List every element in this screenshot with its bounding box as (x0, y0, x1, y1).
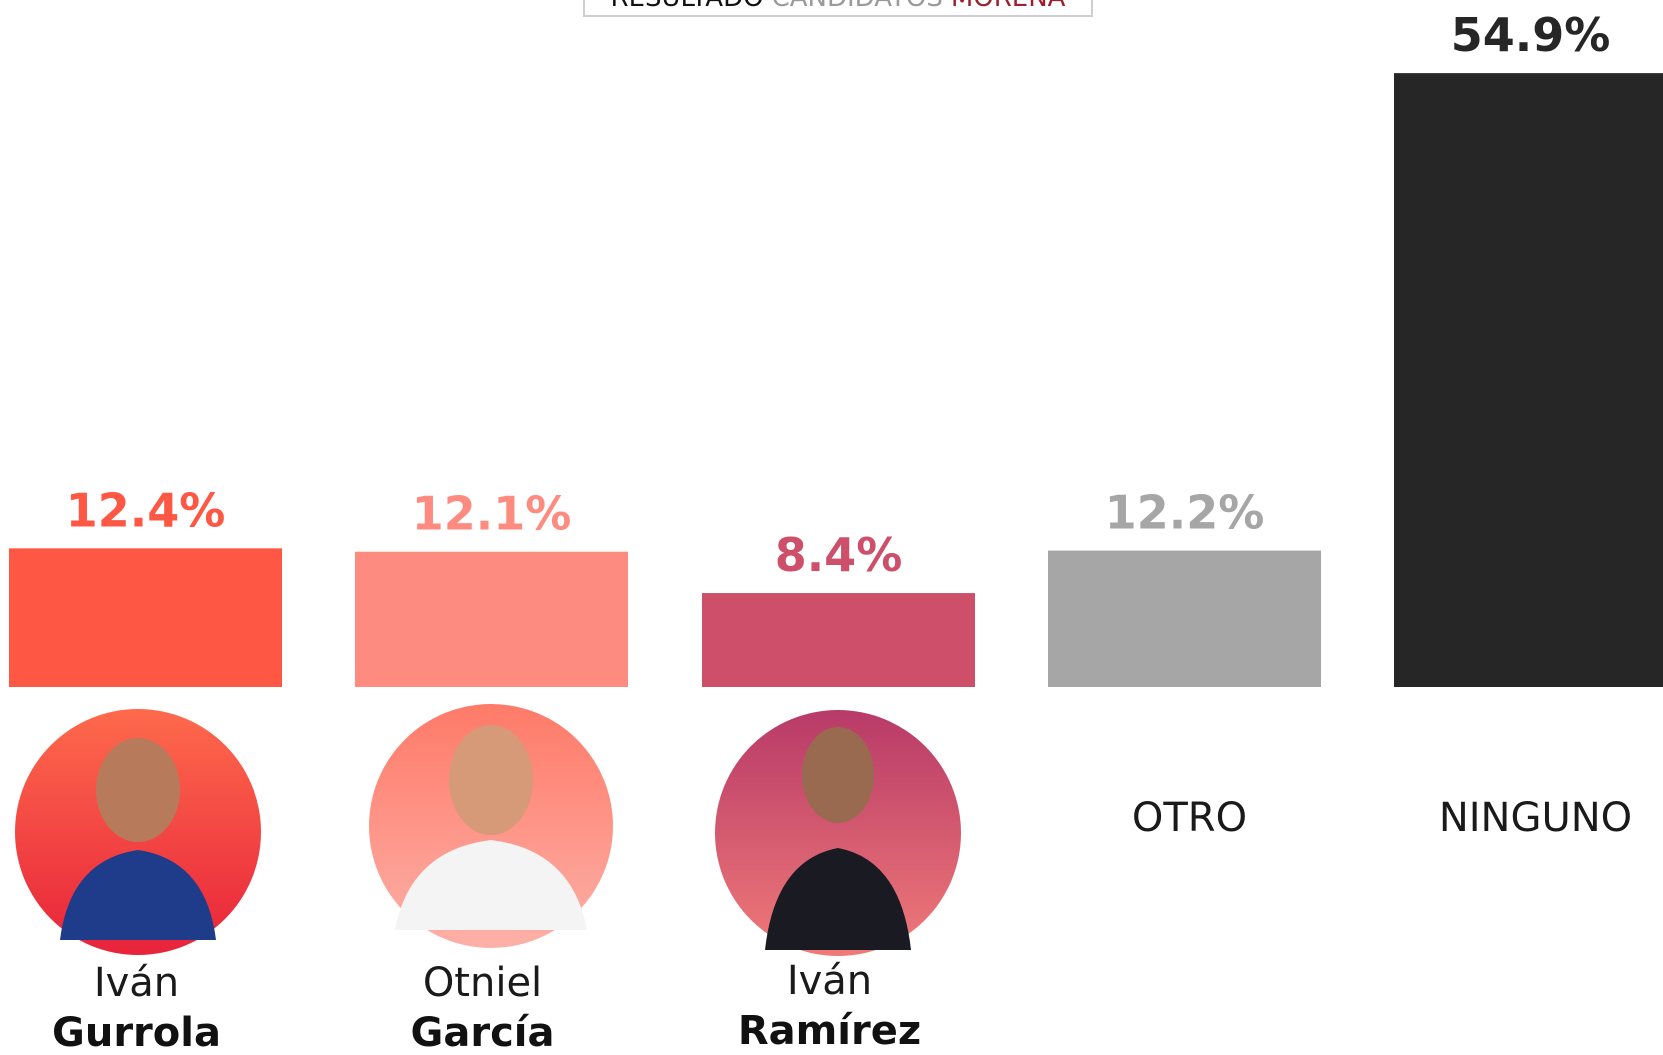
bar (702, 593, 975, 687)
bar (1048, 550, 1321, 687)
last-name: García (411, 1010, 555, 1055)
title-part: MORENA (951, 0, 1066, 13)
first-name: Iván (787, 958, 872, 1004)
first-name: Otniel (423, 960, 542, 1006)
photo (715, 710, 961, 956)
photo (15, 709, 261, 955)
value-label: 54.9% (1451, 8, 1611, 62)
chart-title: RESULTADO CANDIDATOS MORENA (611, 0, 1066, 13)
photo (369, 704, 613, 948)
bar (9, 548, 282, 687)
value-label: 12.1% (412, 487, 572, 541)
title-part: CANDIDATOS (772, 0, 943, 13)
bar (355, 551, 628, 687)
value-label: 12.4% (66, 483, 226, 537)
last-name: Gurrola (52, 1010, 221, 1055)
value-label: 8.4% (775, 528, 903, 582)
title-frame (583, 0, 1093, 17)
first-name: Iván (94, 960, 179, 1006)
category-label: OTRO (1132, 795, 1247, 841)
last-name: Ramírez (738, 1008, 921, 1054)
title-part: RESULTADO (611, 0, 764, 13)
value-label: 12.2% (1105, 486, 1265, 540)
bar (1394, 73, 1663, 688)
category-label: NINGUNO (1439, 795, 1632, 841)
title-box: RESULTADO CANDIDATOS MORENA (583, 0, 1093, 17)
